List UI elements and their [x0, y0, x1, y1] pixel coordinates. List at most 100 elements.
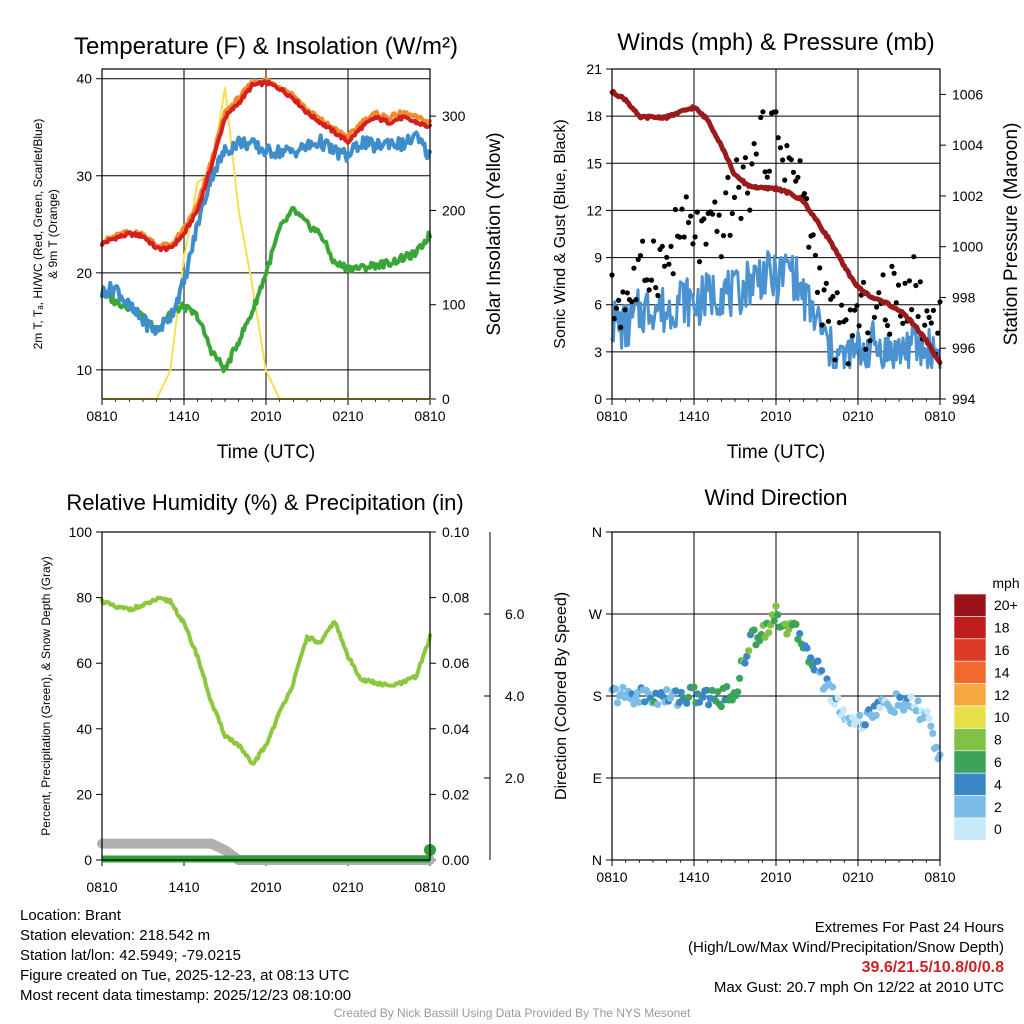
y-tick-label: 40	[76, 721, 92, 737]
y2-tick-label: 300	[442, 108, 466, 124]
extremes-panel: Extremes For Past 24 Hours (High/Low/Max…	[688, 918, 1004, 998]
gust-point	[797, 158, 803, 164]
x-tick-label: 2010	[760, 408, 791, 424]
gust-point	[867, 338, 873, 344]
gust-point	[906, 278, 913, 284]
direction-point	[756, 637, 764, 645]
gust-point	[742, 155, 749, 161]
y2-tick-label: 994	[952, 391, 976, 407]
gust-point	[714, 228, 720, 234]
colorbar-swatch	[953, 772, 987, 796]
gust-point	[747, 207, 753, 213]
y3-tick-label: 2.0	[505, 770, 525, 786]
gust-point	[780, 157, 786, 163]
y-tick-label: 9	[594, 250, 602, 266]
gust-point	[736, 184, 742, 190]
x-tick-label: 1410	[168, 408, 199, 424]
colorbar-label: 8	[994, 732, 1002, 748]
x-tick-label: 0810	[924, 869, 955, 885]
gust-point	[887, 331, 893, 337]
elevation-text: Station elevation: 218.542 m	[20, 927, 211, 944]
gust-point	[655, 292, 661, 299]
created-text: Figure created on Tue, 2025-12-23, at 08…	[20, 967, 350, 984]
gust-point	[633, 297, 639, 303]
direction-point	[745, 647, 753, 655]
direction-point	[723, 683, 731, 691]
wind-chill-line	[100, 130, 432, 336]
x-tick-label: 2010	[250, 879, 281, 895]
gust-point	[764, 174, 770, 180]
gust-point	[692, 234, 698, 240]
direction-chart-title: Wind Direction	[704, 485, 847, 510]
gust-point	[823, 280, 829, 286]
gust-point	[679, 206, 685, 212]
colorbar-label: 4	[994, 776, 1002, 792]
direction-point	[619, 683, 627, 691]
direction-point	[914, 697, 922, 705]
winds-x-axis-title: Time (UTC)	[727, 442, 826, 463]
gust-point	[784, 143, 790, 149]
gust-point	[725, 174, 731, 181]
direction-point	[683, 699, 691, 707]
gust-point	[635, 256, 641, 263]
gust-point	[893, 300, 899, 306]
gust-point	[935, 330, 941, 336]
direction-point	[896, 693, 904, 702]
gust-point	[624, 290, 630, 296]
gust-point	[832, 357, 838, 363]
gust-point	[653, 285, 659, 291]
gust-point	[922, 322, 928, 328]
direction-point	[876, 703, 884, 711]
gust-point	[845, 361, 851, 367]
gust-point	[616, 297, 622, 303]
y-tick-label: N	[592, 524, 602, 540]
direction-point	[714, 688, 722, 696]
x-tick-label: 0810	[596, 408, 627, 424]
gust-point	[727, 232, 733, 238]
y2-tick-label: 1002	[952, 188, 983, 204]
gust-point	[666, 261, 672, 267]
pressure-y-axis-title: Station Pressure (Maroon)	[1001, 123, 1022, 346]
colorbar-swatch	[953, 616, 987, 640]
station-pressure-line	[609, 88, 943, 366]
y2-tick-label: 1006	[952, 86, 983, 102]
y2-tick-label: 0.02	[442, 786, 469, 802]
colorbar-swatch	[953, 750, 987, 774]
gust-point	[856, 323, 862, 329]
gust-point	[618, 324, 624, 330]
colorbar-swatch	[953, 705, 987, 729]
direction-point	[630, 700, 638, 708]
direction-point	[810, 666, 818, 674]
direction-point	[770, 617, 778, 625]
colorbar-label: 20+	[994, 597, 1018, 613]
direction-point	[741, 659, 749, 667]
gust-point	[801, 191, 808, 197]
gust-point	[812, 252, 819, 258]
gust-point	[650, 238, 657, 244]
direction-point	[774, 611, 782, 619]
direction-point	[932, 743, 941, 751]
direction-point	[663, 686, 671, 694]
direction-point	[856, 711, 864, 719]
gust-point	[677, 234, 683, 240]
direction-point	[796, 630, 804, 638]
colorbar-label: 14	[994, 664, 1010, 680]
gust-point	[716, 212, 722, 218]
gust-point	[926, 314, 932, 320]
y2-tick-label: 0.06	[442, 655, 469, 671]
gust-point	[854, 303, 860, 309]
latlon-text: Station lat/lon: 42.5949; -79.0215	[20, 947, 242, 964]
temperature-plot-frame	[101, 68, 431, 400]
temperature-chart-title: Temperature (F) & Insolation (W/m²)	[74, 33, 458, 60]
gust-point	[664, 254, 670, 260]
colorbar-label: 12	[994, 687, 1010, 703]
gust-point	[895, 282, 902, 288]
direction-point	[703, 686, 711, 694]
gust-point	[753, 151, 759, 157]
colorbar-swatch	[953, 593, 987, 617]
gust-point	[751, 141, 757, 147]
gust-point	[843, 317, 849, 323]
colorbar-label: 16	[994, 642, 1010, 658]
direction-point	[677, 688, 685, 696]
